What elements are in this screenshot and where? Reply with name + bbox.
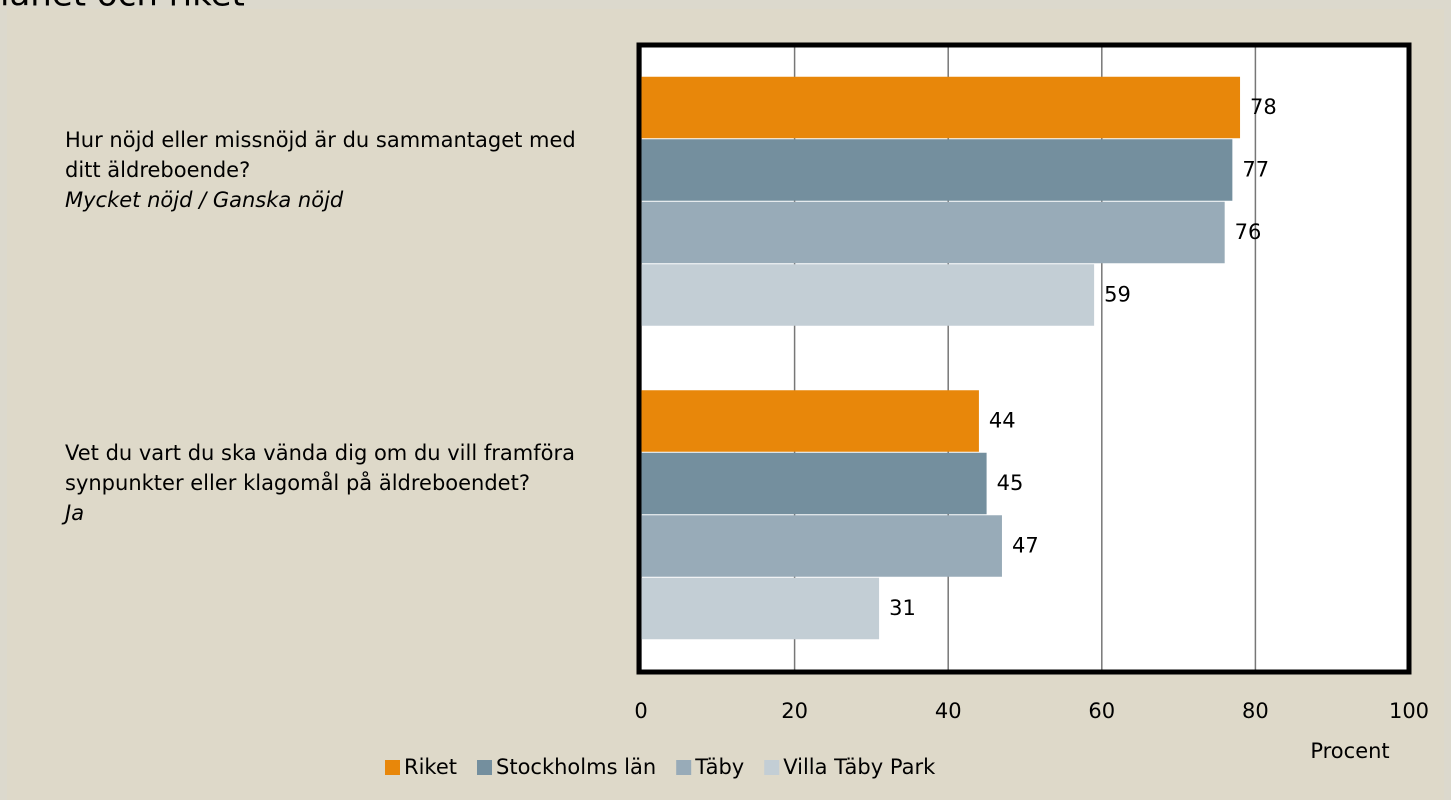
value-label: 31: [889, 596, 916, 620]
bar: [641, 139, 1233, 201]
legend-swatch: [764, 760, 780, 775]
legend-label: Riket: [404, 755, 457, 779]
value-label: 45: [997, 471, 1024, 495]
bar: [641, 452, 987, 515]
x-axis-label: Procent: [1310, 739, 1389, 763]
category-text: Vet du vart du ska vända dig om du vill …: [65, 441, 575, 496]
x-tick-label: 60: [1088, 699, 1115, 723]
value-label: 77: [1242, 158, 1269, 182]
legend-swatch: [385, 760, 400, 775]
x-tick-label: 20: [781, 699, 808, 723]
category-text: Hur nöjd eller missnöjd är du sammantage…: [65, 127, 576, 182]
x-tick-label: 0: [634, 699, 647, 723]
x-tick-label: 100: [1389, 699, 1429, 723]
legend-label: Stockholms län: [496, 755, 656, 779]
legend-swatch: [676, 760, 692, 775]
x-tick-label: 40: [935, 699, 962, 723]
value-label: 78: [1250, 95, 1277, 119]
bar: [641, 577, 880, 640]
category-note: Ja: [65, 501, 85, 526]
value-label: 44: [989, 409, 1016, 433]
x-tick-label: 80: [1242, 699, 1269, 723]
chart-title: länet och riket: [0, 0, 245, 15]
category-label: Hur nöjd eller missnöjd är du sammantage…: [65, 125, 610, 215]
legend-swatch: [477, 760, 492, 775]
legend-label: Villa Täby Park: [783, 755, 936, 779]
value-label: 47: [1012, 534, 1039, 558]
bar: [641, 201, 1225, 264]
bar: [641, 390, 979, 452]
value-label: 76: [1235, 220, 1262, 244]
plot-border: [636, 42, 1412, 675]
bar: [641, 264, 1095, 326]
category-note: Mycket nöjd / Ganska nöjd: [65, 187, 344, 212]
category-label: Vet du vart du ska vända dig om du vill …: [65, 438, 610, 528]
bar: [641, 76, 1241, 139]
bar: [641, 515, 1002, 577]
value-label: 59: [1104, 283, 1131, 307]
legend-label: Täby: [694, 755, 744, 779]
